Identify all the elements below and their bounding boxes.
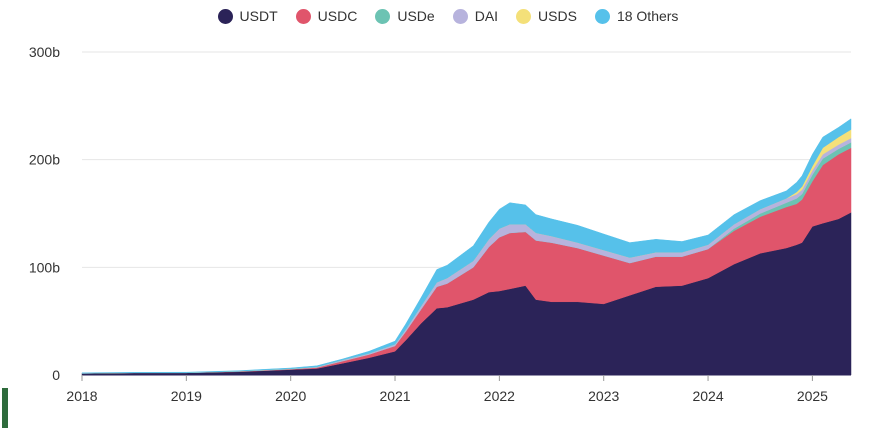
- x-tick-label: 2023: [588, 388, 619, 404]
- legend-label: USDT: [239, 8, 278, 24]
- corner-mark: [2, 388, 8, 428]
- x-tick-label: 2021: [379, 388, 410, 404]
- legend-label: USDS: [538, 8, 577, 24]
- legend-item[interactable]: USDT: [217, 8, 278, 24]
- legend-swatch: [375, 8, 391, 24]
- x-tick-label: 2019: [171, 388, 202, 404]
- y-axis: 0 100b 200b 300b: [29, 44, 60, 383]
- legend-item[interactable]: USDe: [375, 8, 435, 24]
- y-tick-label: 100b: [29, 259, 60, 275]
- legend-label: USDC: [317, 8, 358, 24]
- legend-label: DAI: [474, 8, 499, 24]
- series-area-18-others: [81, 118, 852, 374]
- legend-swatch: [452, 8, 468, 24]
- legend-item[interactable]: 18 Others: [594, 8, 679, 24]
- x-tick-label: 2020: [275, 388, 306, 404]
- legend: USDT USDC USDe DAI USDS 18 Others: [0, 8, 896, 24]
- x-tick-label: 2024: [692, 388, 723, 404]
- legend-swatch: [516, 8, 532, 24]
- x-axis: 2018 2019 2020 2021 2022 2023 2024 2025: [66, 375, 828, 404]
- y-tick-label: 0: [52, 367, 60, 383]
- legend-label: 18 Others: [616, 8, 679, 24]
- y-tick-label: 200b: [29, 152, 60, 168]
- x-tick-label: 2018: [66, 388, 97, 404]
- legend-swatch: [295, 8, 311, 24]
- legend-item[interactable]: DAI: [452, 8, 499, 24]
- legend-swatch: [217, 8, 233, 24]
- legend-label: USDe: [397, 8, 435, 24]
- y-tick-label: 300b: [29, 44, 60, 60]
- x-tick-label: 2025: [797, 388, 828, 404]
- series-areas: [81, 118, 852, 376]
- legend-swatch: [594, 8, 610, 24]
- x-tick-label: 2022: [484, 388, 515, 404]
- legend-item[interactable]: USDC: [295, 8, 358, 24]
- legend-item[interactable]: USDS: [516, 8, 577, 24]
